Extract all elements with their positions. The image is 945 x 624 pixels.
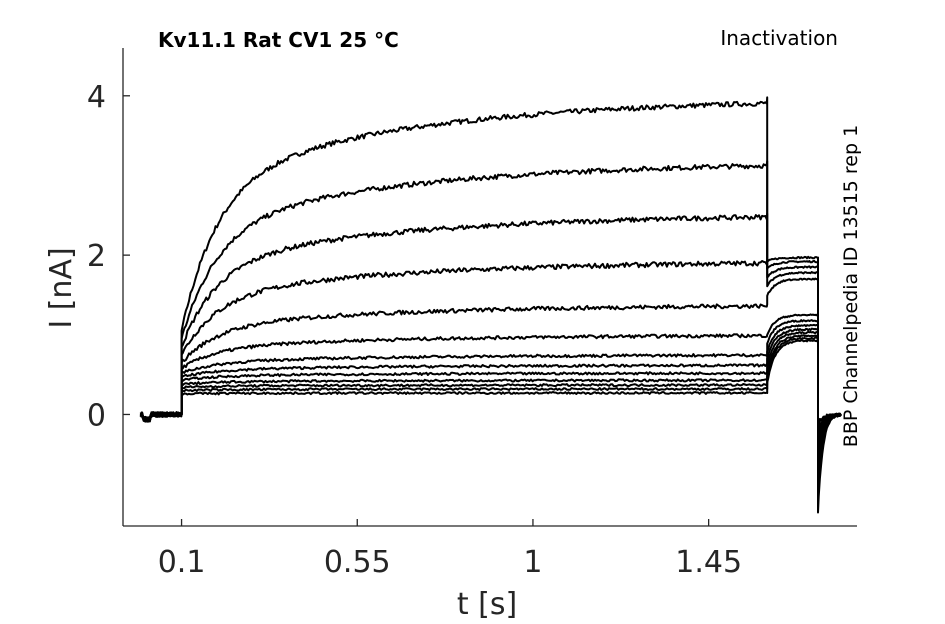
channelpedia-id-label: BBP Channelpedia ID 13515 rep 1 bbox=[840, 125, 862, 447]
y-tick-label: 4 bbox=[87, 80, 106, 115]
sweep-trace bbox=[140, 327, 842, 440]
x-tick-label: 0.1 bbox=[158, 545, 206, 580]
x-tick-label: 1.45 bbox=[675, 545, 742, 580]
sweep-trace bbox=[139, 330, 842, 436]
sweep-trace bbox=[139, 212, 842, 484]
sweep-trace bbox=[139, 338, 841, 424]
chart-title: Kv11.1 Rat CV1 25 °C bbox=[158, 28, 399, 52]
x-tick-label: 1 bbox=[523, 545, 542, 580]
sweep-trace bbox=[140, 259, 842, 476]
sweep-trace bbox=[140, 336, 842, 428]
sweep-trace bbox=[139, 96, 842, 514]
sweep-trace bbox=[139, 277, 842, 468]
sweep-trace bbox=[140, 334, 842, 432]
x-axis-label: t [s] bbox=[457, 587, 517, 622]
sweep-trace bbox=[139, 319, 842, 452]
x-tick-label: 0.55 bbox=[324, 545, 391, 580]
y-tick-label: 2 bbox=[87, 239, 106, 274]
current-traces bbox=[139, 96, 842, 514]
x-ticks: 0.1 0.55 1 1.45 bbox=[158, 519, 742, 580]
y-axis-label: I [nA] bbox=[44, 247, 79, 328]
y-ticks: 0 2 4 bbox=[87, 80, 130, 433]
sweep-trace bbox=[139, 160, 842, 492]
sweep-trace bbox=[140, 323, 842, 446]
sweep-trace bbox=[140, 313, 842, 460]
y-tick-label: 0 bbox=[87, 398, 106, 433]
protocol-label: Inactivation bbox=[720, 26, 838, 50]
